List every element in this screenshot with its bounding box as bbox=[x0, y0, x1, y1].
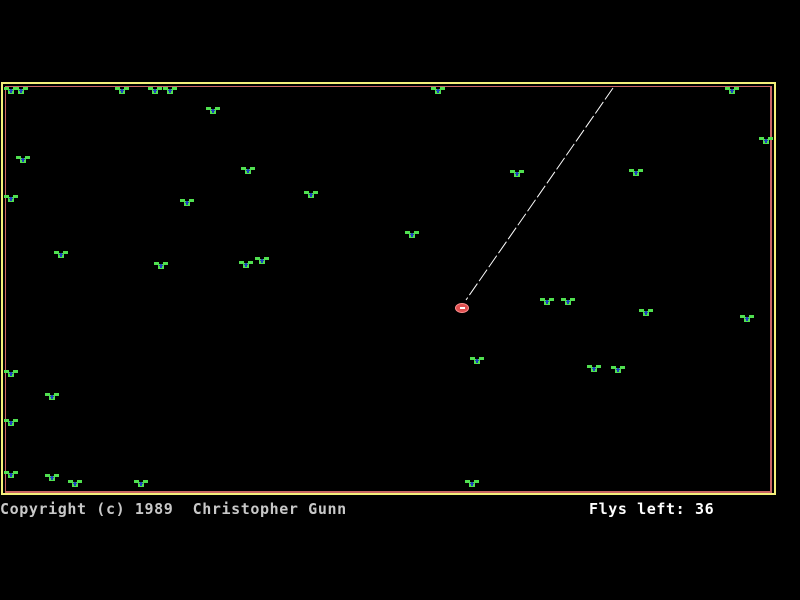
fly bbox=[629, 169, 643, 176]
fly bbox=[510, 170, 524, 177]
fly bbox=[304, 191, 318, 198]
fly bbox=[115, 87, 129, 94]
fly bbox=[255, 257, 269, 264]
flys-left-counter: Flys left: 36 bbox=[589, 500, 714, 518]
fly bbox=[465, 480, 479, 487]
fly bbox=[4, 419, 18, 426]
fly bbox=[206, 107, 220, 114]
fly bbox=[725, 87, 739, 94]
copyright-text: Copyright (c) 1989 Christopher Gunn bbox=[0, 500, 347, 518]
fly bbox=[759, 137, 773, 144]
fly bbox=[45, 474, 59, 481]
fly bbox=[470, 357, 484, 364]
fly bbox=[154, 262, 168, 269]
fly bbox=[148, 87, 162, 94]
fly bbox=[587, 365, 601, 372]
flys-left-value: 36 bbox=[694, 500, 715, 518]
fly bbox=[239, 261, 253, 268]
fly bbox=[45, 393, 59, 400]
fly bbox=[14, 87, 28, 94]
fly bbox=[639, 309, 653, 316]
fly bbox=[4, 471, 18, 478]
spider-player[interactable] bbox=[455, 303, 469, 313]
fly bbox=[740, 315, 754, 322]
play-field[interactable] bbox=[1, 82, 776, 495]
fly bbox=[16, 156, 30, 163]
fly bbox=[611, 366, 625, 373]
fly bbox=[180, 199, 194, 206]
play-field-inner-border bbox=[5, 86, 772, 493]
fly bbox=[4, 195, 18, 202]
fly bbox=[134, 480, 148, 487]
fly bbox=[561, 298, 575, 305]
fly bbox=[163, 87, 177, 94]
fly bbox=[431, 87, 445, 94]
web-strand bbox=[465, 87, 614, 301]
flys-left-label: Flys left: bbox=[589, 500, 686, 518]
fly bbox=[54, 251, 68, 258]
fly bbox=[241, 167, 255, 174]
fly bbox=[4, 370, 18, 377]
fly bbox=[540, 298, 554, 305]
fly bbox=[405, 231, 419, 238]
fly bbox=[68, 480, 82, 487]
